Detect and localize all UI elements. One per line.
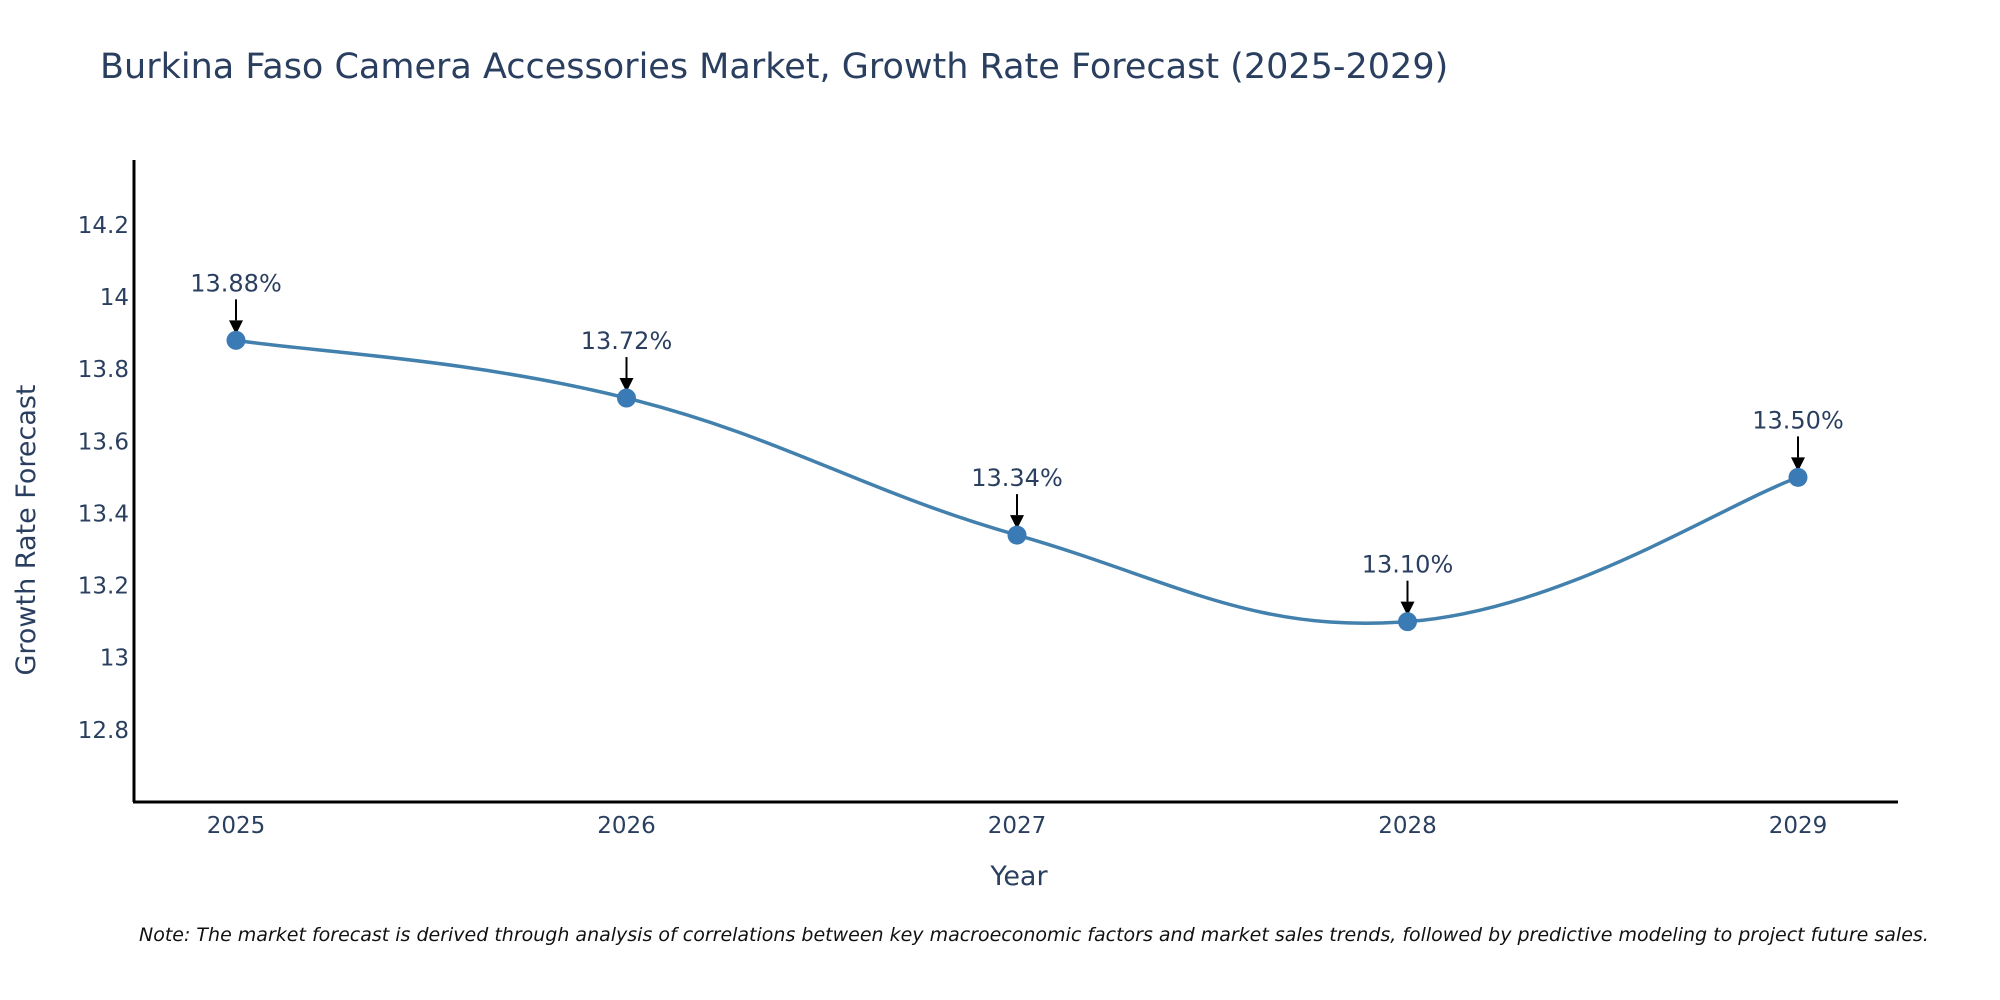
- data-label: 13.34%: [971, 464, 1063, 492]
- x-tick-label: 2029: [1769, 813, 1828, 839]
- data-point: [617, 388, 636, 408]
- data-annotations: 13.88% 13.72% 13.34% 13.10% 13.50%: [190, 269, 1844, 616]
- x-tick-label: 2026: [597, 813, 656, 839]
- data-markers: [226, 330, 1808, 632]
- y-axis-title: Growth Rate Forecast: [11, 384, 42, 675]
- data-point: [1788, 467, 1808, 487]
- y-axis-ticks: 12.8 13 13.2 13.4 13.6 13.8 14 14.2: [78, 213, 129, 744]
- x-tick-label: 2027: [988, 813, 1047, 839]
- y-tick-label: 13: [100, 646, 129, 672]
- y-tick-label: 14: [100, 285, 129, 311]
- chart-note: Note: The market forecast is derived thr…: [139, 924, 1929, 946]
- annotation-arrow-head: [619, 378, 634, 393]
- x-axis-ticks: 2025 2026 2027 2028 2029: [207, 813, 1828, 839]
- annotation-arrow-head: [1400, 601, 1415, 616]
- y-tick-label: 13.6: [78, 429, 129, 455]
- x-tick-label: 2028: [1378, 813, 1437, 839]
- y-tick-label: 12.8: [78, 718, 129, 744]
- y-tick-label: 14.2: [78, 213, 129, 239]
- y-tick-label: 13.4: [78, 501, 129, 527]
- y-tick-label: 13.2: [78, 574, 129, 600]
- data-point: [226, 330, 246, 350]
- data-point: [1007, 525, 1027, 545]
- data-label: 13.10%: [1362, 551, 1454, 579]
- data-point: [1398, 612, 1417, 632]
- x-tick-label: 2025: [207, 813, 266, 839]
- data-label: 13.88%: [190, 269, 282, 297]
- data-label: 13.50%: [1752, 406, 1844, 434]
- annotation-arrow-head: [1791, 457, 1805, 472]
- x-axis-title: Year: [989, 861, 1048, 892]
- chart-title: Burkina Faso Camera Accessories Market, …: [100, 47, 1448, 87]
- annotation-arrow-head: [229, 320, 243, 335]
- y-tick-label: 13.8: [78, 357, 129, 383]
- data-label: 13.72%: [581, 327, 673, 355]
- annotation-arrow-head: [1010, 515, 1024, 530]
